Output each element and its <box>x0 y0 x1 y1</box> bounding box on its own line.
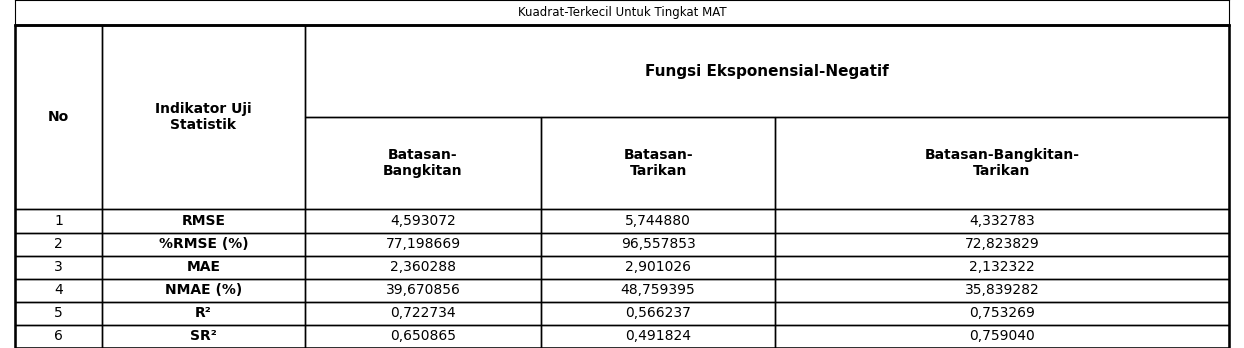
Bar <box>15 256 102 279</box>
Bar <box>15 302 102 325</box>
Text: Kuadrat-Terkecil Untuk Tingkat MAT: Kuadrat-Terkecil Untuk Tingkat MAT <box>518 6 726 19</box>
Bar <box>15 25 102 209</box>
Bar <box>541 279 775 302</box>
Text: 2,360288: 2,360288 <box>389 260 457 274</box>
Text: Batasan-
Tarikan: Batasan- Tarikan <box>623 148 693 179</box>
Text: No: No <box>47 110 70 124</box>
Text: 0,753269: 0,753269 <box>969 306 1035 321</box>
Bar <box>775 302 1229 325</box>
Text: 48,759395: 48,759395 <box>621 283 695 297</box>
Bar <box>775 232 1229 256</box>
Bar <box>305 302 541 325</box>
Text: 0,650865: 0,650865 <box>389 330 457 343</box>
Bar <box>305 117 541 209</box>
Text: 39,670856: 39,670856 <box>386 283 460 297</box>
Text: 72,823829: 72,823829 <box>964 237 1040 251</box>
Text: 5,744880: 5,744880 <box>626 214 690 228</box>
Bar <box>775 279 1229 302</box>
Text: 96,557853: 96,557853 <box>621 237 695 251</box>
Bar <box>305 232 541 256</box>
Text: 5: 5 <box>53 306 63 321</box>
Text: MAE: MAE <box>187 260 220 274</box>
Bar <box>541 232 775 256</box>
Text: 2,901026: 2,901026 <box>624 260 692 274</box>
Text: 3: 3 <box>53 260 63 274</box>
Text: 2: 2 <box>53 237 63 251</box>
Text: 4,332783: 4,332783 <box>969 214 1035 228</box>
Bar <box>102 209 305 232</box>
Text: 4,593072: 4,593072 <box>391 214 455 228</box>
Bar <box>541 209 775 232</box>
Text: 0,566237: 0,566237 <box>626 306 690 321</box>
Bar <box>775 256 1229 279</box>
Bar <box>15 209 102 232</box>
Bar <box>305 279 541 302</box>
Text: 35,839282: 35,839282 <box>964 283 1040 297</box>
Text: R²: R² <box>195 306 211 321</box>
Bar <box>15 232 102 256</box>
Bar <box>15 325 102 348</box>
Bar <box>102 232 305 256</box>
Bar <box>305 25 1229 117</box>
Text: Indikator Uji
Statistik: Indikator Uji Statistik <box>156 102 251 132</box>
Bar <box>305 256 541 279</box>
Bar <box>15 279 102 302</box>
Bar <box>102 25 305 209</box>
Bar <box>305 209 541 232</box>
Text: 6: 6 <box>53 330 63 343</box>
Text: RMSE: RMSE <box>182 214 225 228</box>
Text: 77,198669: 77,198669 <box>386 237 460 251</box>
Text: SR²: SR² <box>190 330 216 343</box>
Bar <box>102 302 305 325</box>
Bar <box>102 279 305 302</box>
Bar <box>102 325 305 348</box>
Text: 0,759040: 0,759040 <box>969 330 1035 343</box>
Text: 4: 4 <box>53 283 63 297</box>
Bar <box>102 256 305 279</box>
Bar <box>541 117 775 209</box>
Bar <box>775 209 1229 232</box>
Bar <box>775 117 1229 209</box>
Text: %RMSE (%): %RMSE (%) <box>158 237 249 251</box>
Text: 1: 1 <box>53 214 63 228</box>
Text: NMAE (%): NMAE (%) <box>164 283 243 297</box>
Text: Fungsi Eksponensial-Negatif: Fungsi Eksponensial-Negatif <box>646 64 888 79</box>
Text: 0,491824: 0,491824 <box>624 330 692 343</box>
Text: Batasan-
Bangkitan: Batasan- Bangkitan <box>383 148 463 179</box>
Bar <box>541 256 775 279</box>
Bar <box>541 325 775 348</box>
Text: Batasan-Bangkitan-
Tarikan: Batasan-Bangkitan- Tarikan <box>924 148 1080 179</box>
Text: 0,722734: 0,722734 <box>391 306 455 321</box>
Bar <box>541 302 775 325</box>
Bar <box>305 325 541 348</box>
Text: 2,132322: 2,132322 <box>969 260 1035 274</box>
Bar <box>775 325 1229 348</box>
